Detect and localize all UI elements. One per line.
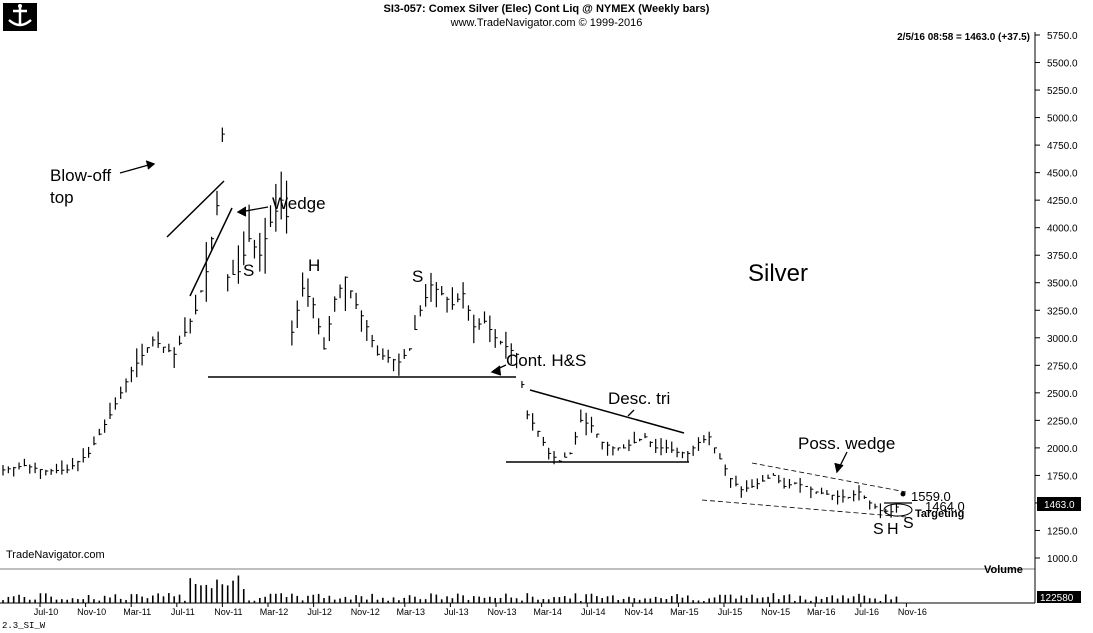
- annotation-blowoff: Blow-off: [50, 166, 111, 185]
- last-price-text: 1463.0: [1044, 500, 1075, 511]
- x-tick-label: Nov-15: [761, 607, 790, 617]
- y-tick-label: 3250.0: [1047, 306, 1078, 317]
- x-tick-label: Jul-10: [34, 607, 59, 617]
- y-tick-label: 4500.0: [1047, 169, 1078, 180]
- x-tick-label: Nov-11: [214, 607, 242, 617]
- y-tick-label: 1750.0: [1047, 471, 1078, 482]
- targeting-ellipse: [883, 503, 913, 517]
- y-tick-label: 4250.0: [1047, 196, 1078, 207]
- y-tick-label: 2750.0: [1047, 361, 1078, 372]
- x-tick-label: Nov-16: [898, 607, 927, 617]
- price-axis: 1000.01250.01500.01750.02000.02250.02500…: [1035, 31, 1078, 565]
- y-tick-label: 5750.0: [1047, 31, 1078, 42]
- small-left-shoulder: S: [873, 521, 884, 538]
- x-tick-label: Jul-15: [718, 607, 743, 617]
- arrow-blowoff: [119, 163, 153, 174]
- level-1559: 1559.0: [911, 489, 951, 504]
- x-tick-label: Mar-15: [670, 607, 699, 617]
- annotation-top: top: [50, 188, 74, 207]
- annotation-cont-hs: Cont. H&S: [506, 351, 586, 370]
- footer-code: 2.3_SI_W: [2, 621, 46, 631]
- targeting-label: Targeting: [915, 508, 964, 520]
- x-tick-label: Jul-16: [855, 607, 880, 617]
- y-tick-label: 1000.0: [1047, 554, 1078, 565]
- x-tick-label: Jul-13: [444, 607, 469, 617]
- y-tick-label: 4000.0: [1047, 224, 1078, 235]
- y-tick-label: 5250.0: [1047, 86, 1078, 97]
- small-right-shoulder: S: [903, 515, 914, 532]
- pattern-lines: [166, 180, 912, 518]
- anchor-logo-icon: [3, 3, 37, 31]
- annotation-left-shoulder: S: [243, 261, 254, 280]
- desc-tri-upper: [529, 389, 685, 434]
- x-tick-label: Mar-16: [807, 607, 836, 617]
- chart-subtitle: www.TradeNavigator.com © 1999-2016: [450, 17, 643, 29]
- annotation-arrows: [119, 160, 848, 474]
- volume-value-box: [1037, 591, 1081, 603]
- annotation-head: H: [308, 256, 320, 275]
- x-tick-label: Nov-12: [351, 607, 380, 617]
- wedge-upper-line: [166, 180, 225, 238]
- time-axis: Jul-10 Nov-10 Mar-11 Jul-11 Nov-11 Mar-12 Jul-…: [34, 603, 927, 617]
- y-tick-label: 2500.0: [1047, 389, 1078, 400]
- ohlc-bars: [2, 127, 899, 519]
- x-tick-label: Nov-14: [624, 607, 653, 617]
- x-tick-label: Jul-12: [307, 607, 332, 617]
- watermark-silver: Silver: [748, 260, 808, 287]
- brand-label: TradeNavigator.com: [6, 549, 105, 561]
- y-tick-label: 2000.0: [1047, 444, 1078, 455]
- poss-wedge-lower: [701, 499, 907, 518]
- volume-bars: [2, 575, 898, 603]
- x-tick-label: Jul-11: [171, 607, 195, 617]
- y-tick-label: 1250.0: [1047, 526, 1078, 537]
- chart-title: SI3-057: Comex Silver (Elec) Cont Liq @ …: [383, 3, 710, 15]
- y-tick-label: 4750.0: [1047, 141, 1078, 152]
- y-tick-label: 5500.0: [1047, 59, 1078, 70]
- x-tick-label: Mar-14: [533, 607, 562, 617]
- level-marker-dot: [900, 491, 906, 497]
- y-tick-label: 3750.0: [1047, 251, 1078, 262]
- annotation-poss-wedge: Poss. wedge: [798, 434, 895, 453]
- y-tick-label: 2250.0: [1047, 416, 1078, 427]
- arrow-desctri: [627, 409, 635, 417]
- y-tick-label: 5000.0: [1047, 114, 1078, 125]
- x-tick-label: Mar-12: [260, 607, 289, 617]
- annotation-wedge: Wedge: [272, 194, 326, 213]
- x-tick-label: Mar-11: [123, 607, 151, 617]
- annotation-desc-tri: Desc. tri: [608, 389, 670, 408]
- quote-line: 2/5/16 08:58 = 1463.0 (+37.5): [897, 32, 1030, 43]
- wedge-lower-line: [189, 207, 233, 297]
- volume-value-text: 122580: [1040, 593, 1074, 604]
- annotations: Blow-off top Wedge S H S Cont. H&S Desc.…: [50, 166, 965, 538]
- x-tick-label: Nov-10: [77, 607, 106, 617]
- y-tick-label: 3500.0: [1047, 279, 1078, 290]
- y-tick-label: 3000.0: [1047, 334, 1078, 345]
- annotation-right-shoulder: S: [412, 267, 423, 286]
- x-tick-label: Nov-13: [487, 607, 516, 617]
- poss-wedge-upper: [751, 462, 907, 493]
- level-1464: 1464.0: [925, 499, 965, 514]
- last-price-box: [1037, 497, 1081, 511]
- x-tick-label: Mar-13: [397, 607, 426, 617]
- volume-label: Volume: [984, 564, 1023, 576]
- small-head: H: [887, 521, 899, 538]
- x-tick-label: Jul-14: [581, 607, 606, 617]
